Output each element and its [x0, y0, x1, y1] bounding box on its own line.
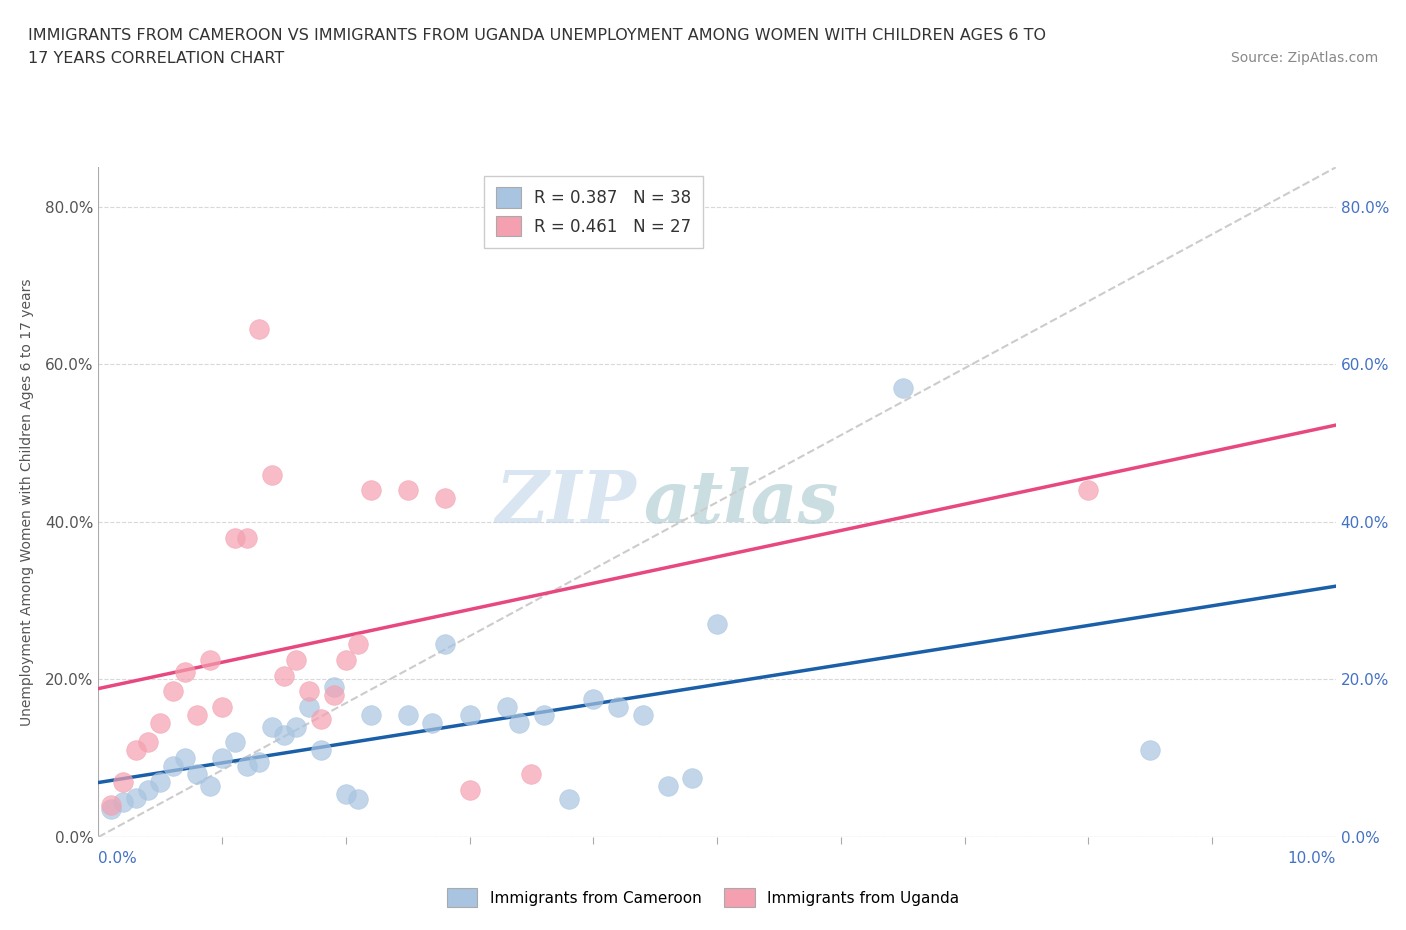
Point [224, 735, 246, 750]
Point [224, 530, 246, 545]
Text: 10.0%: 10.0% [1288, 851, 1336, 866]
Text: ZIP: ZIP [496, 467, 637, 538]
Legend: Immigrants from Cameroon, Immigrants from Uganda: Immigrants from Cameroon, Immigrants fro… [440, 883, 966, 913]
Point [582, 692, 605, 707]
Text: IMMIGRANTS FROM CAMEROON VS IMMIGRANTS FROM UGANDA UNEMPLOYMENT AMONG WOMEN WITH: IMMIGRANTS FROM CAMEROON VS IMMIGRANTS F… [28, 28, 1046, 43]
Point [508, 715, 530, 730]
Point [285, 719, 308, 734]
Point [347, 791, 370, 806]
Text: Source: ZipAtlas.com: Source: ZipAtlas.com [1230, 51, 1378, 65]
Point [458, 782, 481, 797]
Point [657, 778, 679, 793]
Legend: R = 0.387   N = 38, R = 0.461   N = 27: R = 0.387 N = 38, R = 0.461 N = 27 [484, 176, 703, 248]
Point [322, 680, 344, 695]
Point [100, 798, 122, 813]
Point [347, 636, 370, 651]
Point [891, 380, 914, 395]
Point [557, 791, 579, 806]
Point [533, 708, 555, 723]
Point [458, 708, 481, 723]
Point [211, 699, 233, 714]
Y-axis label: Unemployment Among Women with Children Ages 6 to 17 years: Unemployment Among Women with Children A… [20, 278, 34, 726]
Point [273, 727, 295, 742]
Point [322, 688, 344, 703]
Point [186, 708, 208, 723]
Point [285, 652, 308, 667]
Text: 17 YEARS CORRELATION CHART: 17 YEARS CORRELATION CHART [28, 51, 284, 66]
Point [309, 743, 332, 758]
Point [433, 636, 456, 651]
Point [495, 699, 517, 714]
Point [186, 766, 208, 781]
Point [360, 483, 382, 498]
Point [162, 759, 184, 774]
Point [112, 794, 135, 809]
Point [298, 699, 321, 714]
Point [260, 467, 283, 482]
Point [335, 652, 357, 667]
Point [396, 483, 419, 498]
Point [433, 491, 456, 506]
Point [1139, 743, 1161, 758]
Point [124, 790, 146, 805]
Point [335, 786, 357, 801]
Point [706, 617, 728, 631]
Point [112, 775, 135, 790]
Point [247, 322, 270, 337]
Text: 0.0%: 0.0% [98, 851, 138, 866]
Point [124, 743, 146, 758]
Point [396, 708, 419, 723]
Point [298, 684, 321, 698]
Point [198, 652, 221, 667]
Point [236, 759, 259, 774]
Point [211, 751, 233, 765]
Point [1077, 483, 1099, 498]
Point [174, 751, 197, 765]
Point [273, 668, 295, 683]
Point [607, 699, 630, 714]
Point [631, 708, 654, 723]
Point [520, 766, 543, 781]
Point [136, 782, 159, 797]
Point [360, 708, 382, 723]
Point [247, 755, 270, 770]
Text: atlas: atlas [643, 467, 838, 538]
Point [309, 711, 332, 726]
Point [198, 778, 221, 793]
Point [136, 735, 159, 750]
Point [174, 664, 197, 679]
Point [149, 715, 172, 730]
Point [162, 684, 184, 698]
Point [236, 530, 259, 545]
Point [422, 715, 444, 730]
Point [149, 775, 172, 790]
Point [681, 770, 703, 785]
Point [260, 719, 283, 734]
Point [100, 802, 122, 817]
